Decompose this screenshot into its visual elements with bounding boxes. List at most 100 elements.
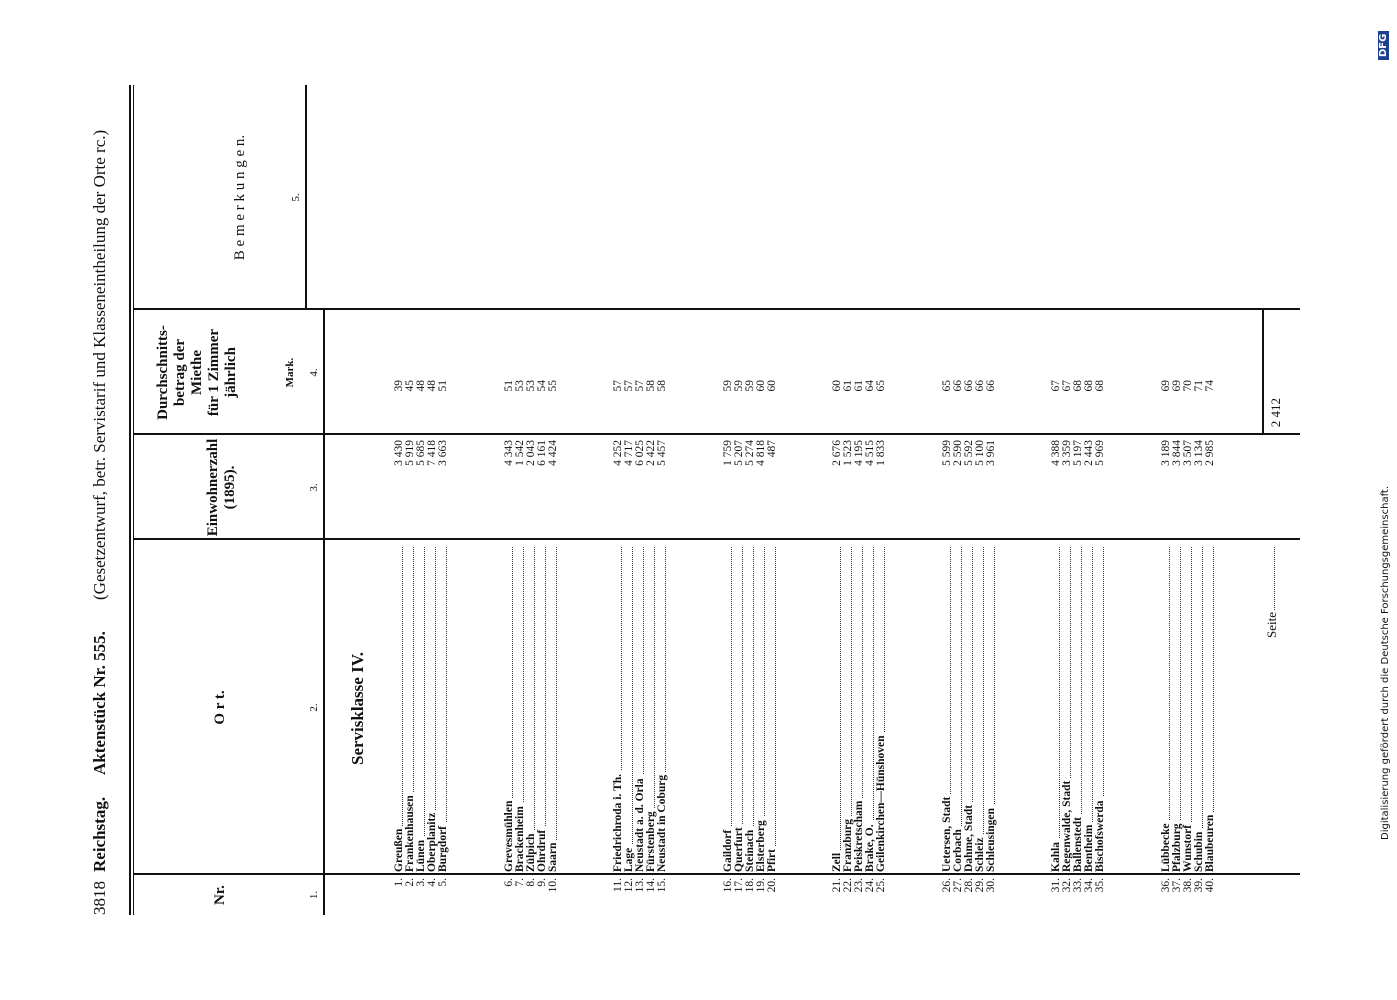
population: 3 134 (1192, 440, 1205, 466)
row-number: 37. (1170, 878, 1183, 893)
sum-rule (1262, 310, 1264, 435)
dot-leader (1266, 547, 1275, 610)
rule (133, 85, 134, 915)
place-name: Corbach (952, 826, 964, 872)
place-name: Zülpich (525, 830, 537, 872)
rent: 70 (1181, 380, 1194, 392)
row-number: 15. (656, 878, 668, 893)
rent: 66 (951, 380, 964, 392)
rent: 60 (765, 380, 778, 392)
place-name: Grevesmühlen (503, 797, 515, 872)
row-number: 28. (962, 878, 975, 893)
row-number: 16. (721, 878, 734, 893)
row-number: 30. (984, 878, 997, 893)
population: 3 663 (437, 440, 449, 466)
rent: 59 (743, 380, 756, 392)
row-number: 19. (754, 878, 767, 893)
dot-leader (1051, 547, 1060, 872)
section-heading: Servisklasse IV. (348, 651, 367, 765)
credit: Digitalisierung gefördert durch die Deut… (1380, 485, 1391, 840)
population: 5 207 (732, 440, 745, 466)
population: 1 759 (721, 440, 734, 466)
rent: 69 (1170, 380, 1183, 392)
population: 5 592 (962, 440, 975, 466)
row-number: 18. (743, 878, 756, 893)
place-name: Elsterberg (755, 817, 767, 872)
population: 487 (765, 440, 778, 458)
column-heading: Nr. (212, 885, 228, 905)
rent: 65 (940, 380, 953, 392)
column-heading: Durchschnitts- (155, 325, 171, 420)
rent: 59 (732, 380, 745, 392)
place-name: Geilenkirchen—Hünshoven (875, 732, 887, 872)
rent: 54 (535, 380, 548, 392)
population: 5 599 (940, 440, 953, 466)
place-name: Schleusingen (985, 805, 997, 872)
column-number: 2. (308, 703, 320, 712)
row-number: 5. (437, 878, 449, 887)
dot-leader (394, 547, 403, 872)
place-name: Lübbecke (1160, 820, 1172, 872)
place-name: Blaubeuren (1204, 811, 1216, 872)
rent: 66 (962, 380, 975, 392)
dot-leader (547, 547, 557, 872)
column-heading: Miethe (189, 350, 205, 395)
place-name: Schleiz (974, 834, 986, 872)
population: 4 343 (502, 440, 515, 466)
population: 5 274 (743, 440, 756, 466)
population: 2 590 (951, 440, 964, 466)
dot-leader (733, 547, 743, 872)
place-name: Steinach (744, 826, 756, 872)
dot-leader (766, 547, 776, 872)
dot-leader (416, 547, 425, 872)
place-name: Pfalzburg (1171, 820, 1183, 872)
column-heading: betrag der (172, 338, 188, 407)
rent: 74 (1203, 380, 1216, 392)
rent: 58 (656, 380, 668, 392)
rent: 53 (513, 380, 526, 392)
row-number: 25. (875, 878, 887, 893)
row-number: 10. (546, 878, 559, 893)
column-number: 3. (308, 483, 320, 492)
row-number: 29. (973, 878, 986, 893)
population: 3 961 (984, 440, 997, 466)
population: 3 507 (1181, 440, 1194, 466)
row-number: 36. (1159, 878, 1172, 893)
place-name: Wunstorf (1182, 821, 1194, 872)
column-heading: für 1 Zimmer (206, 328, 222, 417)
rent: 53 (524, 380, 537, 392)
row-number: 27. (951, 878, 964, 893)
page-number: 3818 (90, 881, 109, 915)
place-name: Bischofswerda (1094, 797, 1106, 872)
row-number: 9. (535, 878, 548, 887)
dot-leader (744, 547, 754, 872)
dot-leader (952, 547, 962, 872)
dot-leader (974, 547, 984, 872)
rent: 51 (437, 380, 449, 392)
column-number: 4. (308, 368, 320, 377)
place-name: Pfirt (766, 846, 778, 872)
population: 2 043 (524, 440, 537, 466)
dot-leader (722, 547, 732, 872)
rent: 71 (1192, 380, 1205, 392)
rule (129, 85, 131, 915)
column-heading: Einwohnerzahl (205, 438, 221, 537)
place-name: Saarn (547, 839, 559, 872)
place-name: Burgdorf (437, 823, 449, 872)
place-name: Querfurt (733, 824, 745, 872)
place-name: Uetersen, Stadt (941, 793, 953, 872)
row-number: 20. (765, 878, 778, 893)
dot-leader (536, 547, 546, 872)
rent: 60 (754, 380, 767, 392)
row-number: 38. (1181, 878, 1194, 893)
rent: 69 (1159, 380, 1172, 392)
header-part: Aktenstück Nr. 555. (90, 631, 109, 775)
header-part: (Gesetzentwurf, betr. Servistarif und Kl… (90, 129, 109, 600)
place-name: Dahme, Stadt (963, 801, 975, 872)
header-part: Reichstag. (90, 796, 109, 872)
row-number: 26. (940, 878, 953, 893)
population: 1 833 (875, 440, 887, 466)
column-heading: jährlich (223, 347, 239, 398)
row-number: 17. (732, 878, 745, 893)
population: 5 100 (973, 440, 986, 466)
